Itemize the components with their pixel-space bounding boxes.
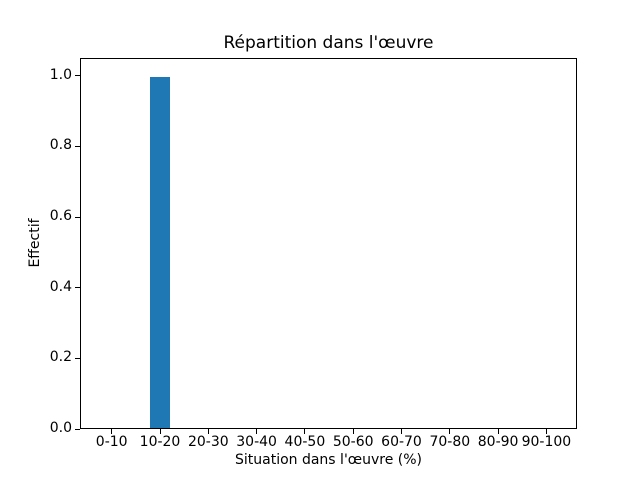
chart-title: Répartition dans l'œuvre (223, 33, 434, 53)
plot-area (80, 58, 577, 429)
x-tick-mark (352, 429, 354, 434)
x-tick-label: 70-80 (429, 434, 471, 450)
y-tick-label: 0.0 (49, 420, 72, 436)
x-tick-label: 90-100 (521, 434, 572, 450)
x-tick-mark (545, 429, 547, 434)
x-tick-label: 50-60 (332, 434, 374, 450)
y-axis-label: Effectif (27, 218, 43, 268)
y-tick-label: 1.0 (49, 66, 72, 83)
x-tick-label: 80-90 (477, 434, 519, 450)
x-tick-mark (401, 429, 402, 434)
y-tick-label: 0.4 (49, 278, 72, 295)
y-tick-mark (75, 287, 80, 289)
x-axis-label: Situation dans l'œuvre (%) (234, 452, 423, 468)
x-tick-mark (497, 429, 499, 434)
x-tick-label: 60-70 (381, 434, 422, 450)
y-tick-label: 0.6 (49, 208, 72, 224)
x-tick-mark (256, 429, 258, 434)
y-tick-mark (75, 357, 80, 359)
x-tick-mark (111, 429, 113, 434)
x-tick-mark (304, 429, 306, 434)
y-tick-label: 0.2 (49, 349, 72, 366)
x-tick-mark (207, 429, 209, 434)
x-tick-label: 0-10 (95, 434, 128, 450)
y-tick-mark (75, 75, 80, 77)
y-tick-label: 0.8 (49, 137, 72, 154)
x-tick-mark (449, 429, 451, 434)
y-tick-mark (75, 145, 80, 147)
bar (150, 76, 170, 428)
x-tick-label: 30-40 (236, 434, 277, 450)
x-tick-label: 40-50 (284, 434, 326, 450)
x-tick-mark (159, 429, 161, 434)
y-tick-mark (75, 428, 80, 430)
x-tick-label: 10-20 (139, 434, 181, 450)
y-tick-mark (75, 216, 80, 218)
x-tick-label: 20-30 (187, 434, 229, 450)
